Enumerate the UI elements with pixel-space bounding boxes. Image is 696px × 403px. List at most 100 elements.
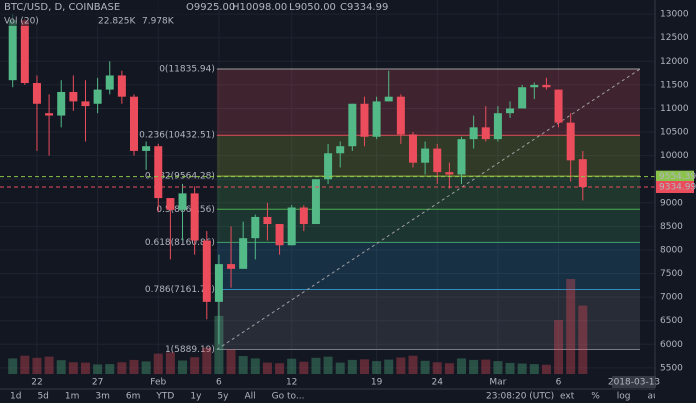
- volume-bar: [275, 363, 285, 374]
- volume-bar: [238, 356, 248, 374]
- volume-bar: [384, 359, 394, 374]
- y-tick-label: 8000: [660, 245, 683, 255]
- y-tick-label: 7500: [660, 269, 683, 279]
- candle-body: [190, 193, 199, 241]
- header-bg: [0, 0, 200, 26]
- volume-bar: [80, 362, 90, 374]
- candle-body: [518, 87, 527, 109]
- candle-body: [566, 122, 575, 161]
- candle-body: [178, 193, 187, 210]
- candle-body: [542, 84, 551, 88]
- range-button[interactable]: YTD: [155, 392, 174, 402]
- candle-body: [275, 224, 284, 246]
- symbol[interactable]: BTC/USD, D, COINBASE: [4, 2, 120, 13]
- volume-ma: 7.978K: [142, 17, 175, 27]
- candle-body: [142, 146, 151, 151]
- candle-body: [202, 240, 211, 302]
- volume-bar: [517, 363, 527, 374]
- volume-bar: [226, 349, 236, 374]
- fib-zone: [216, 242, 640, 290]
- candle-body: [166, 198, 175, 210]
- candle-body: [445, 172, 454, 175]
- range-button[interactable]: 1y: [190, 392, 202, 402]
- candle-body: [105, 75, 114, 90]
- y-tick-label: 7000: [660, 293, 683, 303]
- volume-bar: [8, 358, 18, 374]
- candle-body: [117, 75, 126, 97]
- range-button[interactable]: Go to...: [272, 392, 305, 402]
- option-button[interactable]: ext: [560, 392, 575, 402]
- x-tick-label: 27: [92, 378, 103, 388]
- range-button[interactable]: 1d: [10, 392, 21, 402]
- candle-body: [578, 159, 587, 188]
- volume-bar: [457, 358, 467, 374]
- volume-bar: [359, 359, 369, 374]
- volume-bar: [117, 362, 127, 374]
- price-tag: [656, 181, 694, 194]
- ohlc-close: C9334.99: [340, 2, 388, 13]
- volume-bar: [481, 359, 491, 374]
- candle-body: [20, 20, 29, 84]
- price-axis-bg: [655, 0, 696, 403]
- fib-label: 0.382(9564.28): [145, 172, 215, 182]
- volume-bar: [105, 364, 115, 374]
- volume-bar: [444, 363, 454, 374]
- fib-label: 0.236(10432.51): [139, 131, 215, 141]
- volume-bar: [347, 359, 357, 374]
- price-tag: [656, 170, 694, 183]
- candle-body: [81, 101, 90, 107]
- range-button[interactable]: 3m: [95, 392, 110, 402]
- range-button[interactable]: 1m: [65, 392, 80, 402]
- candle-body: [324, 153, 333, 180]
- x-tick-label: 22: [31, 378, 42, 388]
- candle-body: [396, 96, 405, 135]
- range-button[interactable]: All: [244, 392, 255, 402]
- candle-body: [530, 84, 539, 88]
- candle-body: [154, 146, 163, 199]
- range-button[interactable]: 5y: [217, 392, 229, 402]
- volume-bar: [529, 364, 539, 374]
- candle-body: [554, 89, 563, 123]
- fib-label: 0.618(8160.86): [145, 238, 215, 248]
- option-button[interactable]: log: [617, 392, 631, 402]
- candle-body: [360, 103, 369, 137]
- candle-body: [408, 134, 417, 163]
- fib-zone: [216, 209, 640, 243]
- volume-bar: [505, 362, 515, 374]
- fib-label: 0(11835.94): [159, 65, 215, 75]
- ohlc-high: H10098.00: [232, 2, 287, 13]
- candle-body: [45, 113, 54, 116]
- candle-body: [130, 96, 138, 151]
- range-button[interactable]: 5d: [37, 392, 48, 402]
- candle-body: [227, 264, 236, 269]
- volume-bar: [44, 356, 54, 374]
- ohlc-low: L9050.00: [289, 2, 336, 13]
- candle-body: [421, 148, 430, 163]
- range-button[interactable]: 6m: [126, 392, 141, 402]
- option-button[interactable]: %: [591, 392, 600, 402]
- volume-bar: [32, 357, 42, 374]
- fib-trend-line: [216, 68, 641, 350]
- volume-bar: [408, 355, 418, 374]
- server-time: 23:08:20 (UTC): [486, 392, 554, 402]
- volume-bar: [141, 361, 151, 374]
- volume-bar: [93, 364, 103, 374]
- volume-bar: [493, 361, 503, 374]
- y-tick-label: 6000: [660, 340, 683, 350]
- volume-bar: [420, 360, 430, 374]
- fib-zone: [216, 69, 640, 136]
- x-tick-label: 24: [432, 378, 444, 388]
- y-tick-label: 8500: [660, 222, 683, 232]
- candle-body: [93, 89, 102, 104]
- volume-bar: [311, 357, 321, 374]
- candle-body: [336, 146, 345, 154]
- volume-bar: [56, 360, 66, 374]
- fib-label: 1(5889.19): [165, 345, 215, 355]
- x-tick-label: 6: [556, 378, 562, 388]
- candle-body: [239, 238, 248, 269]
- candle-body: [506, 108, 515, 114]
- volume-last: 22.825K: [98, 17, 136, 27]
- volume-bar: [469, 359, 479, 374]
- volume-bar: [432, 362, 442, 374]
- volume-bar: [202, 347, 212, 374]
